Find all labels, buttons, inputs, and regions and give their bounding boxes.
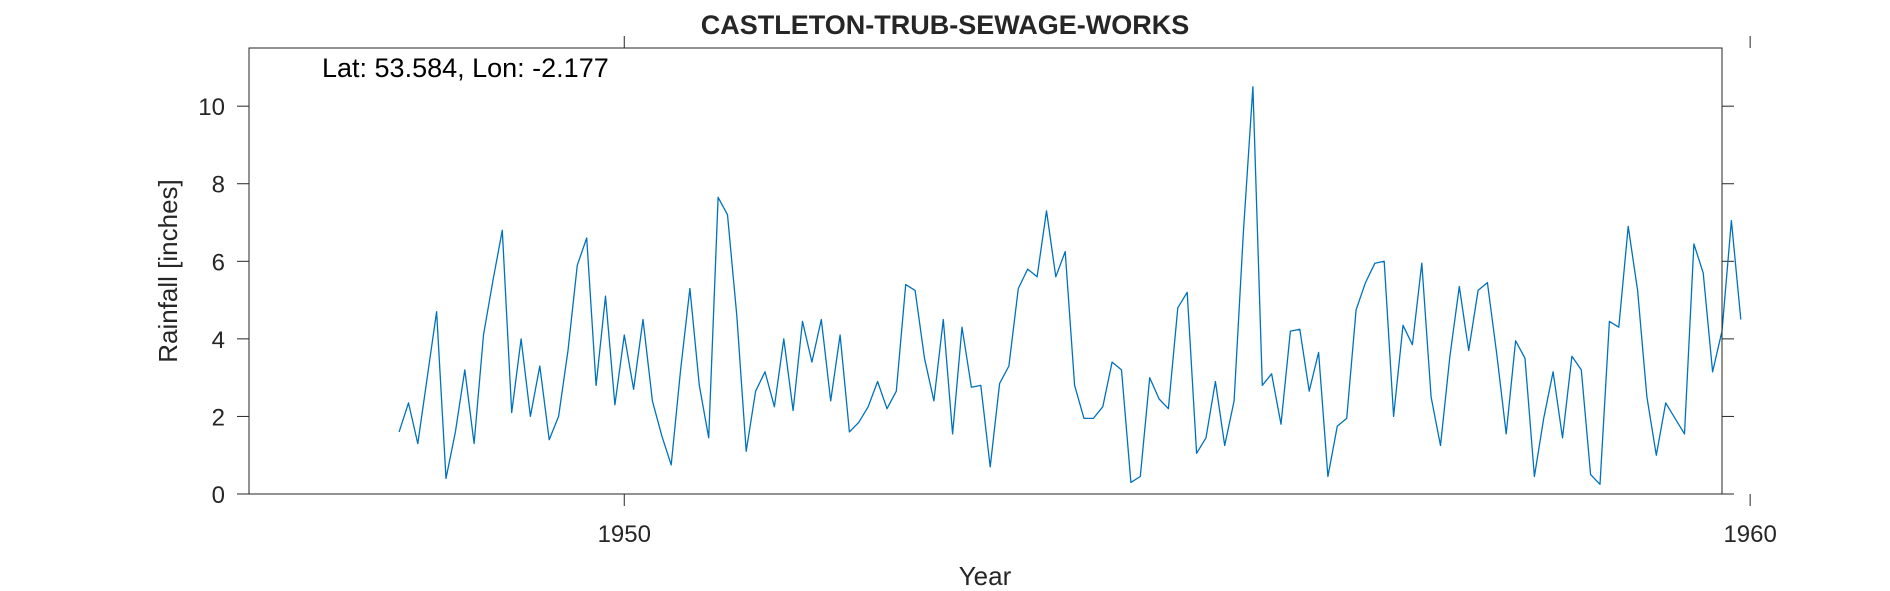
- x-tick-label: 1960: [1723, 521, 1776, 548]
- y-tick-label: 0: [212, 482, 225, 509]
- y-tick-label: 4: [212, 327, 225, 354]
- rainfall-series-line: [398, 86, 1742, 485]
- y-tick-label: 6: [212, 249, 225, 276]
- location-annotation: Lat: 53.584, Lon: -2.177: [322, 53, 609, 83]
- y-axis-label: Rainfall [inches]: [153, 179, 183, 363]
- axis-ticks: [237, 36, 1751, 506]
- y-tick-label: 10: [198, 94, 225, 121]
- axis-tick-labels: 0 2 4 6 8 10 1950 1960: [198, 94, 1777, 548]
- x-axis-label: Year: [959, 561, 1012, 591]
- y-tick-label: 2: [212, 404, 225, 431]
- y-tick-label: 8: [212, 172, 225, 199]
- x-tick-label: 1950: [598, 521, 651, 548]
- chart-title: CASTLETON-TRUB-SEWAGE-WORKS: [701, 10, 1189, 40]
- plot-frame: [248, 47, 1723, 495]
